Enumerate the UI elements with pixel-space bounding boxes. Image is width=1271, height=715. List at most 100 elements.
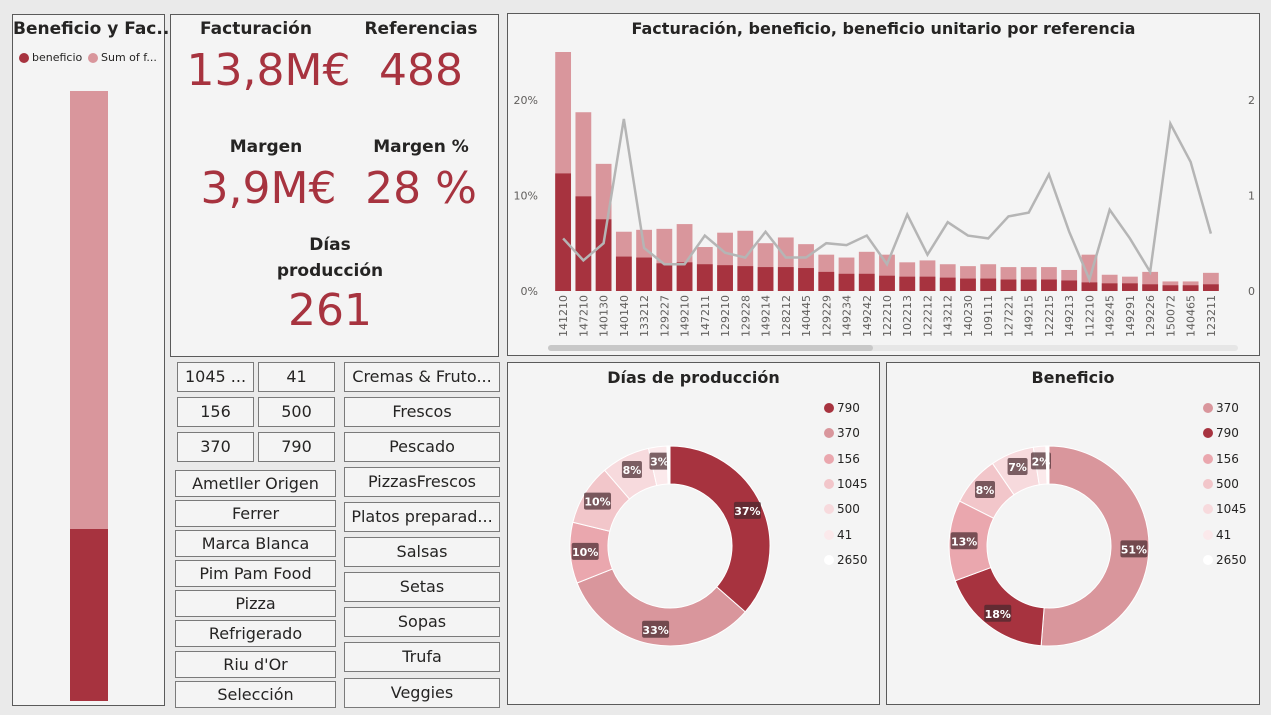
donut-slice [669,445,771,613]
bar-beneficio[interactable] [70,528,108,701]
slicer-brand-pim-pam[interactable]: Pim Pam Food [175,560,336,587]
bar-beneficio [656,263,673,291]
kpi-margen-pct-value: 28 % [365,163,477,214]
donut-slice [576,568,746,647]
x-tick-label: 140230 [962,295,975,337]
legend-dot-icon [824,554,834,565]
legend-dot-icon [88,52,98,63]
data-label-bg [1007,458,1028,476]
slicer-brand-marca-blanca[interactable]: Marca Blanca [175,530,336,557]
legend-item[interactable]: 370 [1203,401,1239,415]
bar-beneficio [575,196,592,291]
y-right-tick: 0 [1248,285,1255,298]
slicer-cat-sopas[interactable]: Sopas [344,607,500,637]
legend-label: beneficio [32,51,83,64]
kpi-margen-label: Margen [229,137,303,157]
panel-title: Beneficio y Fac... [13,19,176,39]
slicer-cat-frescos[interactable]: Frescos [344,397,500,427]
slicer-brand-riu-dor[interactable]: Riu d'Or [175,651,336,678]
legend-item[interactable]: 41 [1203,528,1231,542]
bar-beneficio [717,265,733,291]
legend-item[interactable]: 1045 [824,477,868,491]
slicer-cat-setas[interactable]: Setas [344,572,500,602]
x-tick-label: 149291 [1124,295,1137,337]
x-tick-label: 129226 [1144,295,1157,337]
legend-dot-icon [1203,403,1213,413]
slicer-brand-pizza[interactable]: Pizza [175,590,336,617]
x-tick-label: 129227 [658,295,671,337]
x-tick-label: 127221 [1002,295,1015,337]
legend-label: 2650 [1216,552,1247,567]
bar-beneficio [980,278,997,291]
x-tick-label: 147211 [699,295,712,337]
data-label-bg [950,532,978,550]
legend-item[interactable]: 790 [1203,426,1239,440]
data-label: 3% [650,456,669,469]
legend-dot-icon [824,403,834,413]
bar-beneficio [1000,279,1017,291]
data-label: 37% [734,505,760,518]
legend-item[interactable]: 2650 [1203,553,1247,567]
bar-beneficio [818,271,835,291]
x-tick-label: 149245 [1104,295,1117,337]
legend-label: 370 [1216,401,1239,415]
data-label-bg [984,604,1012,622]
slicer-number-500[interactable]: 500 [258,397,335,427]
slicer-cat-platos[interactable]: Platos preparad... [344,502,500,532]
slicer-number-1045[interactable]: 1045 ... [177,362,254,392]
slicer-cat-cremas[interactable]: Cremas & Fruto... [344,362,500,392]
legend-item[interactable]: 156 [824,452,860,466]
legend-item[interactable]: 500 [824,502,860,516]
kpi-margen-value: 3,9M€ [200,163,337,214]
slicer-cat-veggies[interactable]: Veggies [344,678,500,708]
x-tick-label: 129228 [739,295,752,337]
data-label-bg [733,501,761,519]
x-tick-label: 147210 [577,295,590,337]
x-tick-label: 122210 [881,295,894,337]
bar-beneficio [939,277,956,291]
legend-item[interactable]: 2650 [824,553,868,567]
x-tick-label: 149214 [760,295,773,337]
x-tick-label: 129229 [820,295,833,337]
donut-beneficio-chart: 51% 18% 13% 8% 7% 2% [948,445,1150,647]
slicer-number-41[interactable]: 41 [258,362,335,392]
legend-dot-icon [824,529,834,540]
bar-beneficio [757,267,774,291]
slicer-number-156[interactable]: 156 [177,397,254,427]
legend-item[interactable]: 790 [824,401,860,415]
donut-slice [1045,445,1050,485]
slicer-number-790[interactable]: 790 [258,432,335,462]
legend-item[interactable]: 156 [1203,452,1239,466]
legend-item[interactable]: 370 [824,426,860,440]
legend-item[interactable]: 500 [1203,477,1239,491]
slicer-cat-salsas[interactable]: Salsas [344,537,500,567]
data-label: 10% [584,496,610,509]
bar-beneficio [1202,284,1219,291]
slicer-brand-seleccion[interactable]: Selección [175,681,336,708]
slicer-number-370[interactable]: 370 [177,432,254,462]
kpi-facturacion-label: Facturación [200,19,312,39]
legend-item[interactable]: 41 [824,528,852,542]
legend-label: 790 [1216,426,1239,441]
slicer-brand-ferrer[interactable]: Ferrer [175,500,336,527]
slicer-cat-trufa[interactable]: Trufa [344,642,500,672]
donut-slice [666,445,671,485]
combo-chart-title: Facturación, beneficio, beneficio unitar… [631,19,1136,38]
donut-beneficio-panel: Beneficio 51% 18% 13% 8% 7% 2% 370 790 156 500 10… [886,362,1260,705]
bar-beneficio [1020,279,1037,291]
scrollbar-thumb [548,345,873,351]
y-left-tick: 10% [514,189,538,202]
bar-beneficio [1142,284,1159,291]
legend-dot-icon [19,52,29,63]
legend-dot-icon [1203,504,1213,515]
slicer-cat-pescado[interactable]: Pescado [344,432,500,462]
bar-beneficio [1162,285,1179,291]
slicer-cat-pizzasfrescos[interactable]: PizzasFrescos [344,467,500,497]
x-tick-label: 122212 [921,295,934,337]
slicer-brand-ametller[interactable]: Ametller Origen [175,470,336,497]
legend-dot-icon [824,504,834,515]
slicer-brand-refrigerado[interactable]: Refrigerado [175,620,336,647]
donut-slice [1040,445,1150,647]
legend-item[interactable]: 1045 [1203,502,1247,516]
data-label: 8% [976,484,995,497]
